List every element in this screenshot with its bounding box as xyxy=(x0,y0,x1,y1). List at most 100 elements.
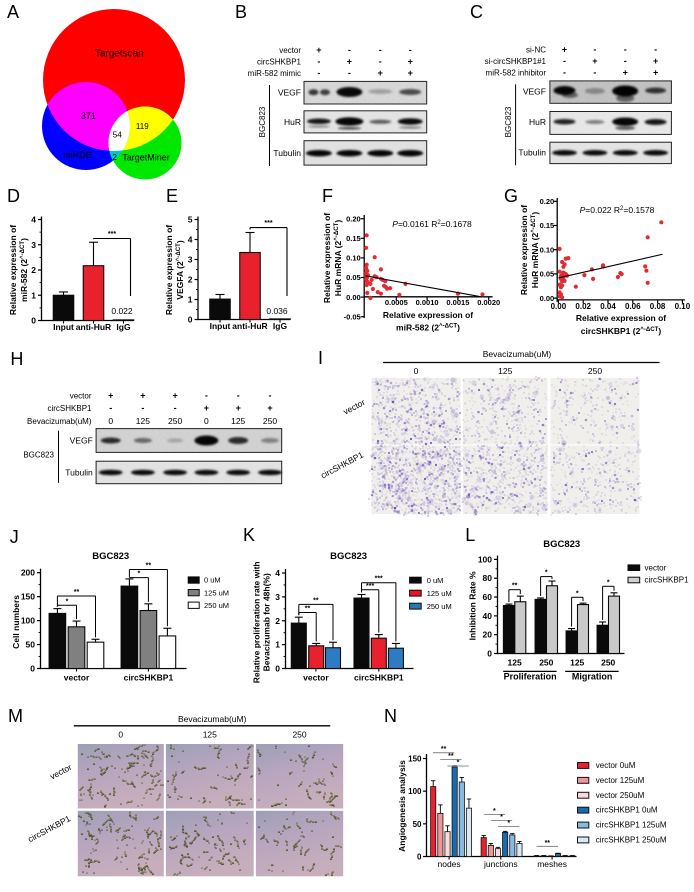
svg-text:40: 40 xyxy=(483,611,493,621)
svg-text:-: - xyxy=(563,68,566,78)
svg-text:Bevacizumab(uM): Bevacizumab(uM) xyxy=(483,349,552,359)
svg-text:*: * xyxy=(545,570,548,577)
svg-text:*: * xyxy=(66,598,69,605)
svg-text:P=0.0161 R2=0.1678: P=0.0161 R2=0.1678 xyxy=(392,219,472,229)
svg-text:0: 0 xyxy=(275,664,280,674)
svg-text:2: 2 xyxy=(112,152,117,162)
svg-text:IgG: IgG xyxy=(116,322,131,332)
svg-text:125: 125 xyxy=(570,658,584,668)
svg-text:junctions: junctions xyxy=(483,859,518,869)
svg-text:circSHKBP1 125uM: circSHKBP1 125uM xyxy=(596,821,667,830)
svg-text:**: ** xyxy=(545,840,551,847)
svg-text:Relative expression of: Relative expression of xyxy=(383,310,473,320)
svg-text:miRDB: miRDB xyxy=(63,150,92,160)
svg-text:0.10: 0.10 xyxy=(675,302,691,311)
svg-text:circSHKBP1: circSHKBP1 xyxy=(354,673,404,683)
svg-text:si-NC: si-NC xyxy=(526,46,546,55)
svg-text:+: + xyxy=(378,68,383,78)
svg-text:**: ** xyxy=(441,746,447,753)
svg-text:Tubulin: Tubulin xyxy=(65,468,93,478)
svg-text:5: 5 xyxy=(188,215,193,225)
svg-text:119: 119 xyxy=(136,122,149,131)
svg-text:**: ** xyxy=(512,583,518,590)
svg-text:I: I xyxy=(318,348,323,368)
svg-text:***: *** xyxy=(108,231,116,238)
svg-text:**: ** xyxy=(305,606,311,613)
svg-text:250: 250 xyxy=(588,366,602,376)
svg-text:0.10: 0.10 xyxy=(540,245,555,254)
svg-text:BGC823: BGC823 xyxy=(92,551,129,562)
svg-text:vector 250uM: vector 250uM xyxy=(596,791,645,800)
svg-text:1: 1 xyxy=(275,640,280,650)
svg-text:*: * xyxy=(457,760,460,767)
svg-text:Input: Input xyxy=(53,322,74,332)
svg-text:**: ** xyxy=(313,597,319,604)
svg-text:+: + xyxy=(267,403,272,413)
svg-text:Relative expression of: Relative expression of xyxy=(164,225,174,315)
svg-text:VEGF: VEGF xyxy=(70,435,93,445)
svg-text:Relative expression of: Relative expression of xyxy=(519,205,529,295)
svg-text:0: 0 xyxy=(118,730,123,740)
svg-text:Bevacizumab(uM): Bevacizumab(uM) xyxy=(178,714,247,724)
svg-text:0.06: 0.06 xyxy=(625,302,641,311)
svg-text:H: H xyxy=(10,349,23,369)
svg-text:Relative expression of: Relative expression of xyxy=(322,213,332,303)
svg-text:250: 250 xyxy=(539,658,553,668)
svg-text:HuR: HuR xyxy=(529,117,546,127)
svg-text:0.022: 0.022 xyxy=(111,306,133,316)
svg-text:Inhibition Rate %: Inhibition Rate % xyxy=(468,571,478,640)
svg-text:0: 0 xyxy=(30,664,35,674)
svg-text:IgG: IgG xyxy=(273,321,288,331)
svg-text:-: - xyxy=(409,45,412,55)
svg-text:-: - xyxy=(654,45,657,55)
svg-text:54: 54 xyxy=(113,130,123,140)
svg-text:0: 0 xyxy=(414,366,419,376)
svg-text:0.0010: 0.0010 xyxy=(416,298,439,307)
svg-text:*: * xyxy=(576,590,579,597)
svg-text:BGC823: BGC823 xyxy=(504,106,513,137)
svg-text:+: + xyxy=(236,403,241,413)
svg-text:+: + xyxy=(108,391,113,401)
svg-text:150: 150 xyxy=(21,592,35,602)
svg-text:371: 371 xyxy=(81,111,96,121)
svg-text:nodes: nodes xyxy=(438,859,461,869)
svg-text:vector: vector xyxy=(279,46,301,55)
svg-text:+: + xyxy=(623,68,628,78)
svg-text:C: C xyxy=(470,2,483,22)
svg-text:Relative expression of: Relative expression of xyxy=(8,225,18,315)
svg-text:circSHKBP1 0uM: circSHKBP1 0uM xyxy=(596,806,658,815)
svg-text:Migration: Migration xyxy=(572,672,613,682)
svg-text:+: + xyxy=(140,391,145,401)
svg-text:A: A xyxy=(7,2,19,22)
svg-text:meshes: meshes xyxy=(537,859,567,869)
svg-text:+: + xyxy=(347,57,352,67)
svg-text:BGC823: BGC823 xyxy=(543,539,580,550)
svg-text:3: 3 xyxy=(31,240,36,250)
svg-text:Relative proliferation rate wi: Relative proliferation rate with xyxy=(252,561,262,683)
svg-text:Tubulin: Tubulin xyxy=(273,148,301,158)
svg-text:vector: vector xyxy=(70,392,92,401)
svg-text:0: 0 xyxy=(204,416,209,426)
svg-text:Relative expression of: Relative expression of xyxy=(576,313,666,323)
svg-text:250: 250 xyxy=(263,416,277,426)
svg-text:-: - xyxy=(593,45,596,55)
svg-text:125: 125 xyxy=(136,416,150,426)
svg-text:0.08: 0.08 xyxy=(650,302,666,311)
svg-text:-: - xyxy=(205,391,208,401)
svg-text:250: 250 xyxy=(601,658,615,668)
svg-text:125 uM: 125 uM xyxy=(204,588,229,597)
svg-text:0.05: 0.05 xyxy=(346,273,361,282)
svg-text:+: + xyxy=(653,68,658,78)
svg-text:-: - xyxy=(379,57,382,67)
svg-text:vector: vector xyxy=(303,673,329,683)
svg-text:anti-HuR: anti-HuR xyxy=(76,322,111,332)
svg-text:Bevacizumab for 48h(%): Bevacizumab for 48h(%) xyxy=(262,573,272,671)
svg-text:1: 1 xyxy=(31,290,36,300)
svg-text:Bevacizumab(uM): Bevacizumab(uM) xyxy=(27,417,92,426)
svg-text:2: 2 xyxy=(31,265,36,275)
svg-text:**: ** xyxy=(74,589,80,596)
svg-text:*: * xyxy=(138,571,141,578)
svg-text:BGC823: BGC823 xyxy=(330,551,367,562)
svg-text:+: + xyxy=(316,45,321,55)
svg-text:Angiogenesis analysis: Angiogenesis analysis xyxy=(397,760,407,852)
